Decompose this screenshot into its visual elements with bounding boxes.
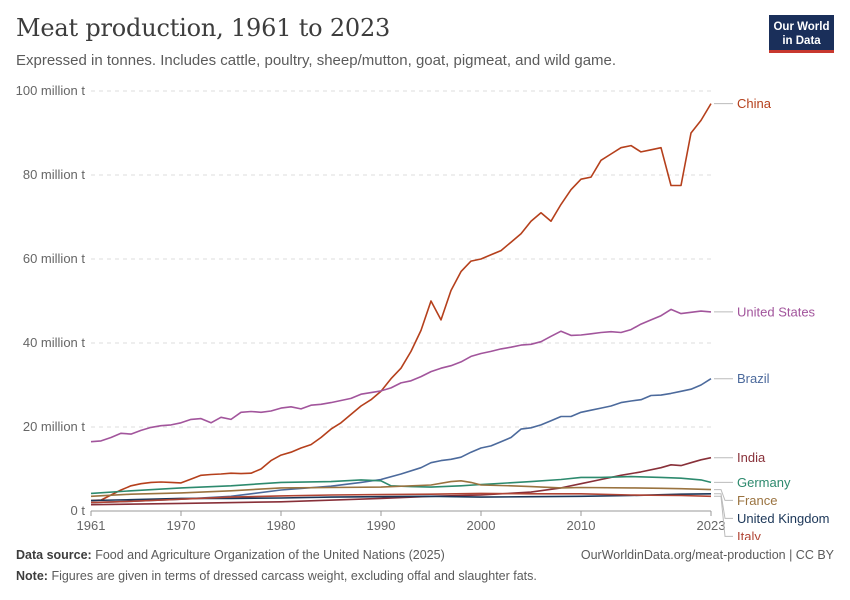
note-text: Figures are given in terms of dressed ca… [51, 569, 537, 583]
line-chart[interactable]: 0 t 20 million t 40 million t 60 million t 8… [0, 0, 850, 540]
series-line-united-states [90, 308, 712, 443]
series-line-germany [90, 475, 712, 495]
note-label: Note: [16, 569, 48, 583]
x-axis: 1961 1970 1980 1990 2000 2010 2023 [77, 511, 726, 533]
series-line-india [90, 456, 712, 506]
data-source-text: Food and Agriculture Organization of the… [95, 548, 445, 562]
x-tick-label: 2023 [697, 518, 726, 533]
series-label-india: India [737, 450, 766, 465]
data-source-label: Data source: [16, 548, 92, 562]
label-connector [714, 493, 733, 519]
series-label-germany: Germany [737, 475, 791, 490]
x-tick-label: 1980 [267, 518, 296, 533]
x-tick-label: 1961 [77, 518, 106, 533]
series-line-italy [90, 492, 712, 504]
series-labels: China United States Brazil India Germany Fran… [714, 96, 830, 540]
y-tick-label: 40 million t [23, 335, 86, 350]
y-tick-label: 60 million t [23, 251, 86, 266]
x-tick-label: 2010 [567, 518, 596, 533]
source-url-link[interactable]: OurWorldinData.org/meat-production | CC … [580, 548, 834, 562]
logo-line-1: Our World [773, 21, 830, 33]
chart-note: Note: Figures are given in terms of dres… [16, 569, 537, 583]
y-axis-tick-labels: 0 t 20 million t 40 million t 60 million t 8… [16, 83, 86, 518]
x-tick-label: 2000 [467, 518, 496, 533]
y-tick-label: 0 t [71, 503, 86, 518]
series-line-china [90, 103, 712, 502]
series-label-united-kingdom: United Kingdom [737, 511, 830, 526]
chart-subtitle: Expressed in tonnes. Includes cattle, po… [16, 52, 617, 69]
owid-logo[interactable]: Our World in Data [769, 15, 834, 53]
chart-title: Meat production, 1961 to 2023 [16, 14, 391, 42]
y-tick-label: 20 million t [23, 419, 86, 434]
series-line-brazil [90, 378, 712, 504]
x-tick-label: 1990 [367, 518, 396, 533]
x-tick-label: 1970 [167, 518, 196, 533]
logo-line-2: in Data [782, 35, 821, 47]
y-tick-label: 80 million t [23, 167, 86, 182]
y-tick-label: 100 million t [16, 83, 86, 98]
series-label-italy: Italy [737, 529, 761, 540]
series-label-united-states: United States [737, 304, 816, 319]
series-label-china: China [737, 96, 772, 111]
series-label-france: France [737, 493, 777, 508]
label-connector [714, 495, 733, 537]
label-connector [714, 489, 733, 501]
series-lines [90, 103, 712, 506]
data-source: Data source: Food and Agriculture Organi… [16, 548, 445, 562]
series-label-brazil: Brazil [737, 371, 770, 386]
gridlines [91, 90, 711, 512]
series-line-france [90, 480, 712, 498]
